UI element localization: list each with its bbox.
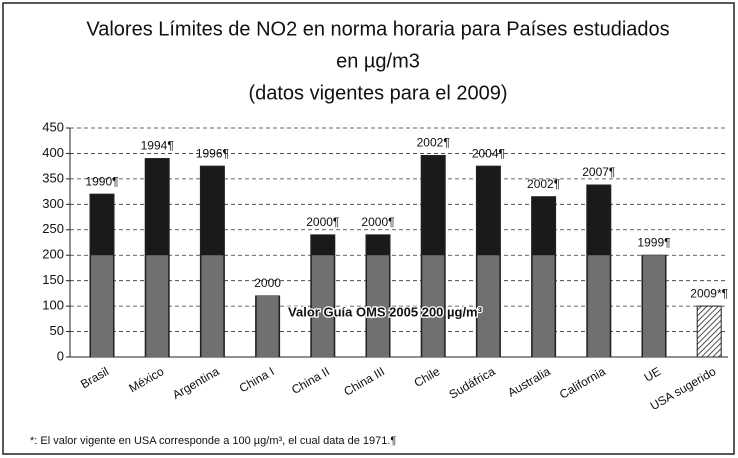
bar-label: 2000¶ (306, 215, 339, 229)
bar-guide-part (367, 255, 389, 357)
bar-guide-part (91, 255, 113, 357)
bar-label: 2002¶ (527, 177, 560, 191)
y-tick-label: 300 (42, 196, 64, 211)
bar-guide-part (643, 255, 665, 357)
y-tick-label: 100 (42, 298, 64, 313)
chart-title: Valores Límites de NO2 en norma horaria … (86, 18, 669, 40)
bar-guide-part (311, 255, 334, 357)
bar-guide-part (256, 295, 279, 357)
y-tick-label: 50 (50, 323, 64, 338)
bar-label: 2004¶ (472, 146, 505, 160)
y-tick-label: 200 (42, 247, 64, 262)
bar-label: 1990¶ (85, 174, 118, 188)
y-tick-label: 250 (42, 221, 64, 236)
bar-guide-part (587, 255, 610, 357)
bar (696, 305, 722, 358)
bar-label: 2002¶ (417, 136, 450, 150)
y-tick-label: 400 (42, 145, 64, 160)
chart-title: (datos vigentes para el 2009) (248, 82, 507, 104)
bar-label: 1994¶ (141, 139, 174, 153)
chart-title: en µg/m3 (336, 50, 420, 72)
bar-guide-part (532, 255, 555, 357)
bar-guide-part (146, 255, 169, 357)
bar-guide-part (422, 255, 445, 357)
footnote: *: El valor vigente en USA corresponde a… (30, 435, 396, 447)
bar-label: 2009*¶ (690, 286, 728, 300)
y-tick-label: 450 (42, 119, 64, 134)
bar-label: 2007¶ (582, 165, 615, 179)
guide-annotation: Valor Guía OMS 2005 200 µg/m³ (288, 304, 483, 319)
y-tick-label: 0 (57, 348, 64, 363)
bar-label: 1996¶ (196, 146, 229, 160)
bar-guide-part (201, 255, 224, 357)
y-tick-label: 350 (42, 170, 64, 185)
bar-label: 2000 (254, 276, 281, 290)
y-tick-label: 150 (42, 272, 64, 287)
bar-label: 1999¶ (637, 235, 670, 249)
bar-guide-part (477, 255, 500, 357)
bar-label: 2000¶ (361, 215, 394, 229)
